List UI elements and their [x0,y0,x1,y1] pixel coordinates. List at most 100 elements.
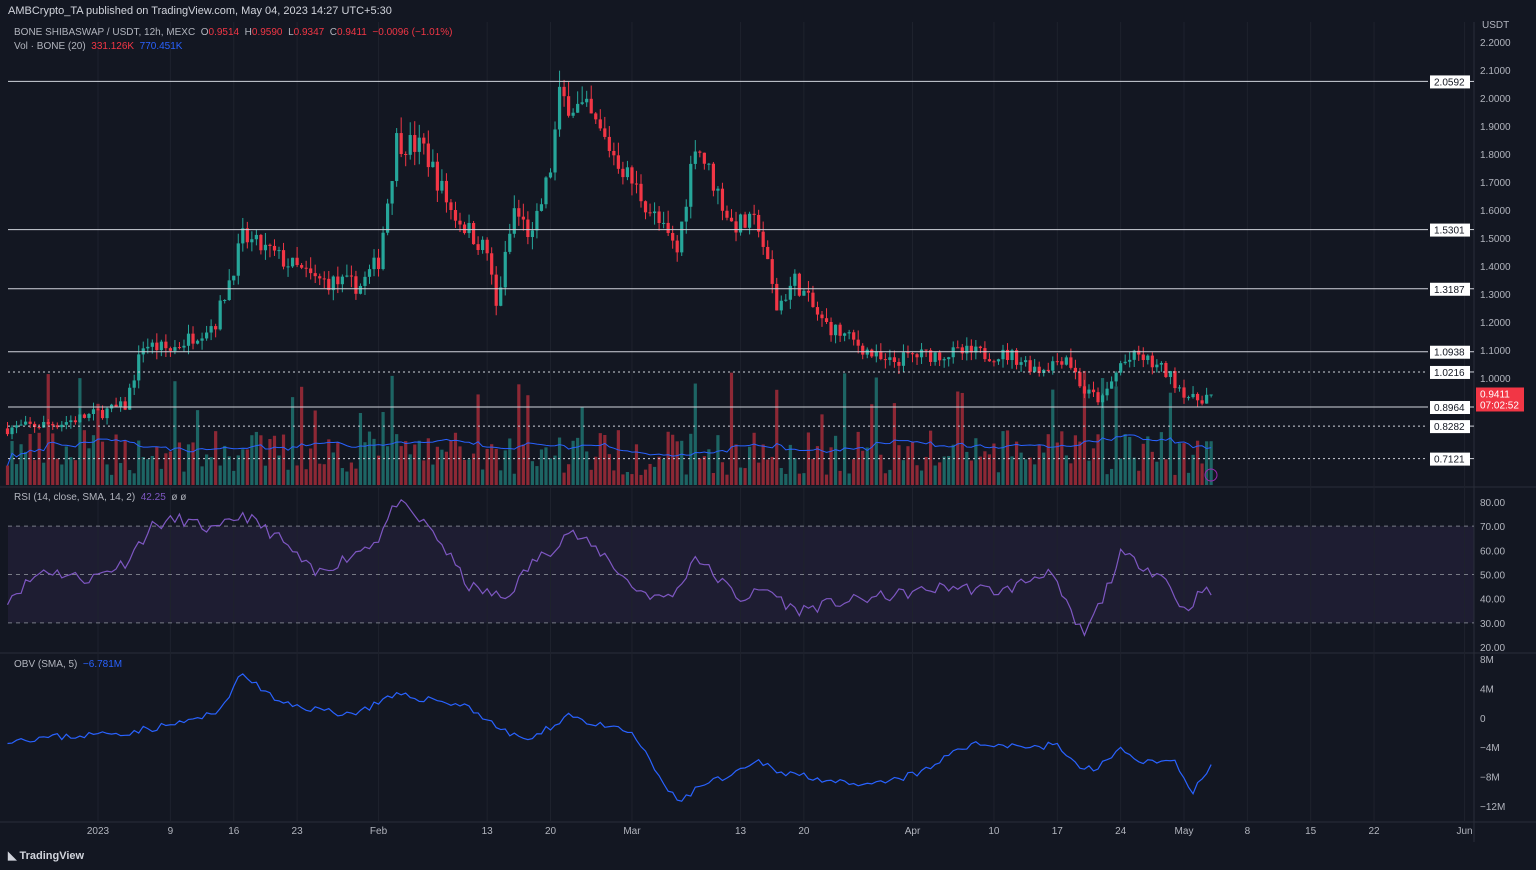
volume-bar [146,459,150,485]
volume-bar [865,447,869,485]
candle-body [146,346,150,349]
volume-bar [870,404,874,485]
obv-tick: −8M [1480,773,1500,784]
date-tick: 17 [1052,826,1064,837]
rsi-tick: 30.00 [1480,619,1505,630]
candle-body [797,273,801,296]
obv-line [7,673,1212,802]
price-tick: 1.1000 [1480,346,1511,357]
volume-bar [322,464,326,485]
obv-legend: OBV (SMA, 5) −6.781M [14,659,122,670]
volume-bar [720,462,725,485]
volume-bar [689,433,693,485]
volume-bar [1091,448,1096,485]
volume-bar [232,470,236,485]
candle-body [440,180,444,191]
candle-body [856,339,860,346]
candle-body [1100,395,1105,403]
date-tick: 13 [735,826,747,837]
rsi-legend: RSI (14, close, SMA, 14, 2) 42.25 ø ø [14,492,186,503]
candle-body [1001,349,1005,360]
candle-body [1051,361,1055,371]
date-tick: 23 [292,826,304,837]
volume-bar [743,468,747,485]
volume-bar [910,442,915,485]
volume-bar [956,391,960,485]
volume-bar [544,447,548,485]
candle-body [784,299,788,301]
candle-body [874,351,878,357]
level-label: 0.8282 [1434,422,1465,433]
date-tick: May [1175,826,1194,837]
candle-body [503,251,507,288]
level-label: 1.0216 [1434,368,1465,379]
candle-body [1078,372,1082,387]
candle-body [290,257,295,267]
candle-body [1182,387,1186,398]
volume-bar [983,451,987,485]
candle-body [55,425,59,428]
candle-body [598,119,602,129]
candle-body [1186,397,1191,399]
candle-body [1005,349,1010,361]
candle-body [331,276,335,291]
volume-bar [662,458,666,485]
volume-bar [236,455,240,485]
volume-bar [933,465,937,485]
candle-body [567,96,571,116]
candle-body [693,151,697,164]
volume-bar [155,446,159,485]
volume-ma-line [7,434,1212,466]
candle-body [621,168,625,178]
change-value: −0.0096 (−1.01%) [372,27,453,38]
volume-bar [304,469,308,485]
candle-body [51,424,55,426]
candle-body [775,283,779,311]
candle-body [490,253,494,275]
candle-body [168,348,172,351]
candle-body [277,250,281,252]
rsi-extra: ø ø [171,492,187,503]
volume-bar [639,474,643,485]
level-label-bg [1430,401,1470,415]
volume-bar [245,449,249,485]
candle-body [327,278,331,291]
candle-body [87,413,91,418]
candle-body [571,112,575,116]
obv-tick: 8M [1480,655,1494,666]
candle-body [205,332,209,339]
volume-bar [978,456,982,485]
candle-body [1010,350,1014,361]
candle-body [639,183,643,202]
candle-body [381,232,385,270]
volume-bar [200,466,204,485]
volume-bar [901,460,906,485]
candle-body [585,98,589,103]
candle-body [544,177,548,205]
volume-bar [10,441,14,485]
volume-bar [78,378,82,485]
price-tick: 1.2000 [1480,318,1511,329]
candle-body [766,246,770,260]
volume-bar [539,449,544,485]
price-tick: 2.0000 [1480,94,1511,105]
candle-body [1096,392,1100,403]
volume-bar [1155,461,1159,485]
volume-bar [987,454,992,485]
level-label-bg [1430,345,1470,359]
candle-body [390,181,394,204]
candle-body [720,188,725,211]
candle-body [295,257,299,266]
o-label: O [200,27,209,38]
volume-bar [268,438,272,485]
volume-bar [684,474,688,485]
tradingview-logo[interactable]: ◣ TradingView [8,849,84,862]
volume-bar [1019,452,1023,485]
candle-body [793,273,797,286]
candle-body [684,206,688,222]
candle-body [657,211,661,223]
volume-bar [254,431,258,485]
candle-body [300,265,304,268]
volume-bar [168,451,172,485]
